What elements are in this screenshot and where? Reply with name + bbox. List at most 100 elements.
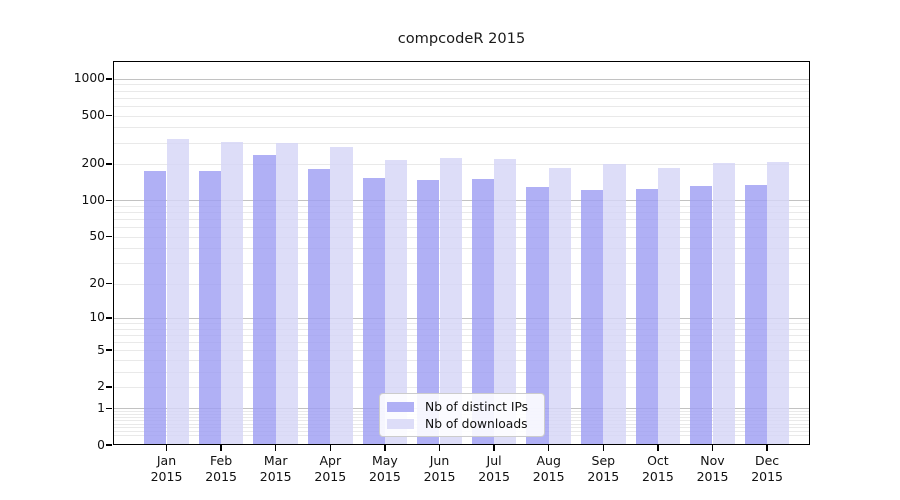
x-tick-label-aug: Aug 2015 [518,453,580,484]
bar-ips-apr [308,168,331,445]
x-tick-mark [657,445,659,451]
x-tick-year: 2015 [205,468,237,484]
gridline-minor [113,105,810,107]
gridline-minor [113,90,810,92]
x-tick-year: 2015 [314,468,347,484]
x-tick-mark [220,445,222,451]
y-tick-label: 1 [97,400,105,415]
x-tick-year: 2015 [532,468,565,484]
x-tick-label-jan: Jan 2015 [136,453,198,484]
x-tick-mark [165,445,168,451]
bar-ips-mar [253,155,276,445]
y-tick-mark [106,349,112,351]
x-tick-mark [602,445,605,451]
y-tick-mark [106,407,112,409]
legend-swatch-distinct-ips [387,401,414,412]
bar-ips-sep [581,189,604,445]
y-tick-mark [106,282,112,285]
x-tick-month: Oct [647,453,669,468]
x-tick-mark [711,445,714,451]
y-tick-mark [106,163,112,165]
gridline-minor [113,84,810,86]
x-tick-month: Jun [429,453,450,468]
bar-ips-jun [417,179,440,445]
bar-downloads-apr [330,146,353,445]
x-tick-label-mar: Mar 2015 [245,453,307,484]
x-tick-month: Nov [700,453,725,468]
x-tick-month: Sep [591,453,616,468]
bar-downloads-feb [221,142,244,445]
x-tick-month: Feb [210,453,233,468]
y-tick-mark [106,235,112,238]
bar-downloads-jun [439,157,462,445]
legend-item-downloads: Nb of downloads [387,415,536,432]
y-tick-label: 2 [97,379,105,394]
legend: Nb of distinct IPs Nb of downloads [379,393,545,437]
gridline-minor [113,115,810,117]
bar-ips-oct [635,189,658,445]
y-tick-label: 500 [81,108,105,122]
x-tick-year: 2015 [587,468,620,484]
x-tick-month: Jul [486,453,502,468]
gridline-minor [113,142,810,144]
bar-ips-dec [744,185,768,445]
y-tick-mark [106,317,112,319]
bar-ips-jan [144,170,167,445]
x-tick-year: 2015 [259,468,292,484]
gridline-minor [113,127,810,129]
x-tick-year: 2015 [150,468,183,484]
x-tick-mark [493,445,495,451]
x-tick-label-apr: Apr 2015 [299,453,361,484]
bar-downloads-nov [712,162,735,445]
x-tick-label-nov: Nov 2015 [682,453,744,484]
y-tick-label: 20 [89,276,105,291]
x-tick-label-jul: Jul 2015 [463,453,525,484]
y-tick-mark [106,386,112,388]
y-tick-label: 50 [89,229,105,244]
x-tick-year: 2015 [368,468,401,484]
bar-downloads-jan [166,139,189,445]
x-tick-month: Mar [263,453,288,468]
x-tick-mark [329,445,332,451]
x-tick-mark [274,445,277,451]
chart-title: compcodeR 2015 [397,30,526,47]
bar-downloads-may [384,159,408,445]
x-tick-year: 2015 [751,468,783,484]
gridline-major [113,78,810,80]
y-tick-label: 10 [89,310,105,325]
bar-downloads-sep [603,164,626,445]
x-tick-month: Aug [536,453,561,468]
y-tick-mark [106,444,112,446]
bar-downloads-aug [548,168,571,445]
y-tick-label: 0 [97,437,105,452]
bar-downloads-dec [767,162,790,445]
x-tick-month: Apr [319,453,342,468]
x-tick-year: 2015 [423,468,456,484]
x-tick-year: 2015 [478,468,510,484]
bar-downloads-oct [657,167,681,445]
x-tick-mark [384,445,386,451]
legend-label-downloads: Nb of downloads [425,416,528,431]
plot-area [113,61,810,445]
legend-label-distinct-ips: Nb of distinct IPs [425,399,529,414]
legend-item-distinct-ips: Nb of distinct IPs [387,398,536,415]
x-tick-year: 2015 [696,468,729,484]
x-tick-mark [438,445,441,451]
y-tick-label: 100 [81,192,105,207]
bar-downloads-mar [275,143,298,445]
x-tick-mark [766,445,768,451]
y-tick-mark [106,199,112,202]
bar-ips-feb [198,171,222,445]
legend-swatch-downloads [387,418,414,429]
bar-ips-nov [690,186,713,445]
x-tick-year: 2015 [641,468,674,484]
x-tick-label-jun: Jun 2015 [409,453,471,484]
x-tick-label-may: May 2015 [354,453,416,484]
x-tick-label-sep: Sep 2015 [572,453,634,484]
x-tick-label-dec: Dec 2015 [736,453,798,484]
x-tick-label-oct: Oct 2015 [627,453,689,484]
x-tick-month: Dec [754,453,780,468]
x-tick-label-feb: Feb 2015 [190,453,252,484]
y-tick-mark [106,114,112,117]
